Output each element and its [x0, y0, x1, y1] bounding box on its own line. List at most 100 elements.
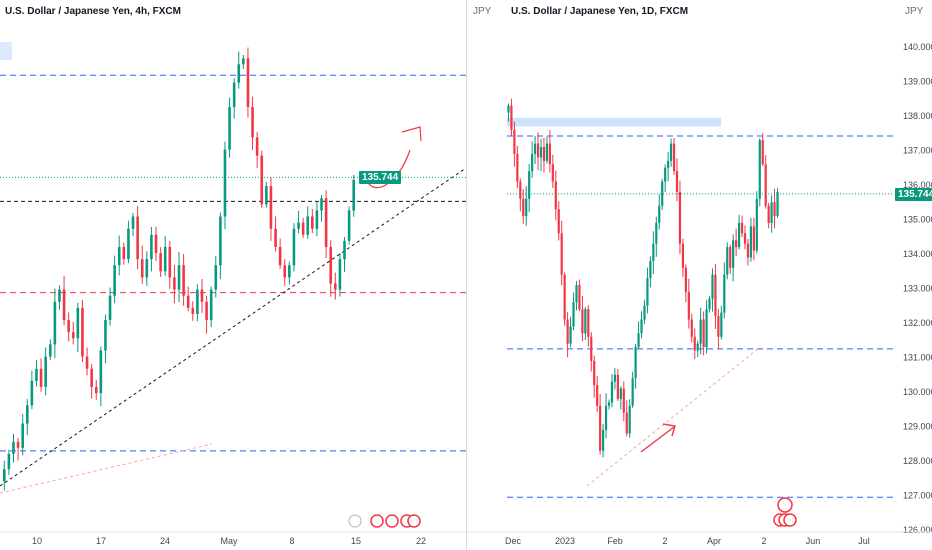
chart-panel-4h[interactable]: 138.000137.500137.000136.500136.000135.5…	[0, 0, 466, 550]
candle-body	[669, 143, 673, 161]
candle-body	[672, 143, 676, 172]
candle-body	[755, 198, 758, 251]
candle-body	[729, 247, 732, 268]
candle-body	[324, 198, 328, 247]
candle-body	[191, 307, 195, 314]
candle-body	[35, 368, 38, 381]
us-flag-event-icon	[783, 513, 797, 527]
candle-body	[637, 333, 640, 348]
y-tick-label: 140.000	[903, 42, 932, 52]
candle-body	[223, 149, 227, 217]
candle-body	[301, 222, 305, 235]
candle-body	[684, 267, 687, 292]
trend-line	[0, 443, 213, 494]
trend-line	[0, 167, 466, 487]
candle-body	[658, 205, 661, 223]
candle-body	[2, 469, 6, 482]
candle-body	[539, 147, 543, 158]
x-tick-label: Jul	[858, 536, 870, 546]
candle-body	[297, 222, 300, 229]
candle-body	[714, 274, 717, 317]
candle-body	[196, 289, 199, 314]
y-tick-label: 131.000	[903, 353, 932, 363]
candle-body	[242, 58, 245, 65]
candle-body	[767, 205, 770, 223]
candle-body	[696, 343, 699, 351]
candle-body	[159, 253, 162, 272]
candle-body	[315, 210, 319, 229]
candle-body	[643, 305, 646, 320]
candle-body	[687, 291, 690, 320]
candle-body	[746, 243, 750, 258]
candle-body	[610, 381, 614, 403]
candle-body	[628, 405, 631, 434]
candle-body	[145, 259, 149, 278]
axis-unit-right: JPY	[905, 6, 924, 17]
us-flag-event-icon	[370, 514, 384, 528]
candle-body	[343, 240, 346, 260]
candle-body	[173, 277, 176, 290]
candle-body	[163, 246, 167, 272]
chart-1d[interactable]: 140.000 139.000 138.000 137.000 136.000 135.0…	[467, 0, 932, 550]
candle-body	[255, 137, 259, 156]
chart-4h[interactable]: 138.000137.500137.000136.500136.000135.5…	[0, 0, 466, 550]
y-tick-label: 137.000	[903, 146, 932, 156]
candle-body	[182, 265, 185, 296]
candle-body	[749, 226, 753, 258]
candle-body	[578, 285, 581, 310]
candle-body	[127, 228, 130, 260]
candle-body	[690, 319, 693, 337]
candle-body	[681, 243, 685, 268]
candle-body	[507, 105, 510, 113]
candle-body	[25, 405, 29, 424]
candle-body	[338, 259, 342, 290]
candle-body	[283, 265, 287, 278]
candle-body	[205, 301, 208, 321]
chart-title: U.S. Dollar / Japanese Yen, 1D, FXCM	[511, 6, 689, 17]
candle-body	[743, 233, 747, 244]
candle-body	[599, 405, 602, 451]
candle-body	[39, 368, 43, 387]
x-tick-label: 2	[761, 536, 766, 546]
candle-body	[265, 186, 268, 205]
candle-body	[613, 374, 617, 382]
candle-body	[12, 441, 15, 454]
candle-body	[251, 106, 254, 138]
candle-body	[708, 298, 711, 310]
candle-body	[168, 246, 172, 278]
candle-body	[81, 307, 84, 357]
candle-body	[545, 143, 549, 161]
us-flag-event-icon	[777, 497, 793, 513]
x-tick-label: 17	[96, 536, 106, 546]
candle-body	[646, 278, 649, 306]
candle-body	[232, 82, 236, 107]
candle-body	[699, 319, 702, 344]
candle-body	[536, 143, 540, 158]
y-tick-label: 132.000	[903, 318, 932, 328]
candle-body	[117, 246, 121, 266]
axis-unit-left: JPY	[473, 6, 492, 17]
candle-body	[616, 374, 619, 399]
candle-body	[237, 64, 241, 83]
candle-body	[113, 265, 116, 296]
candle-body	[21, 423, 24, 448]
candle-body	[575, 285, 578, 303]
candle-body	[548, 143, 551, 165]
candle-body	[655, 222, 658, 244]
candle-body	[329, 246, 333, 284]
chart-panel-1d[interactable]: 140.000 139.000 138.000 137.000 136.000 135.0…	[466, 0, 932, 550]
candle-body	[596, 385, 599, 406]
candle-body	[71, 332, 75, 339]
candle-body	[631, 378, 634, 406]
candle-body	[311, 216, 314, 229]
y-tick-label: 127.000	[903, 491, 932, 501]
candle-body	[104, 320, 107, 351]
candle-body	[186, 295, 190, 308]
candle-body	[619, 388, 622, 399]
candle-body	[525, 198, 528, 217]
candle-body	[352, 180, 356, 211]
candle-body	[649, 260, 652, 279]
candle-body	[510, 105, 513, 130]
candle-body	[664, 167, 667, 182]
candle-body	[770, 202, 773, 223]
